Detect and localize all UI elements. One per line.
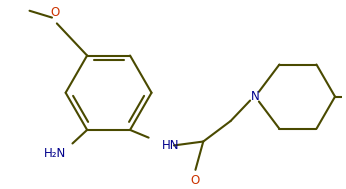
Text: H₂N: H₂N	[44, 147, 66, 160]
Text: O: O	[191, 174, 200, 187]
Text: HN: HN	[162, 139, 180, 152]
Text: N: N	[251, 90, 260, 103]
Text: O: O	[50, 5, 60, 19]
